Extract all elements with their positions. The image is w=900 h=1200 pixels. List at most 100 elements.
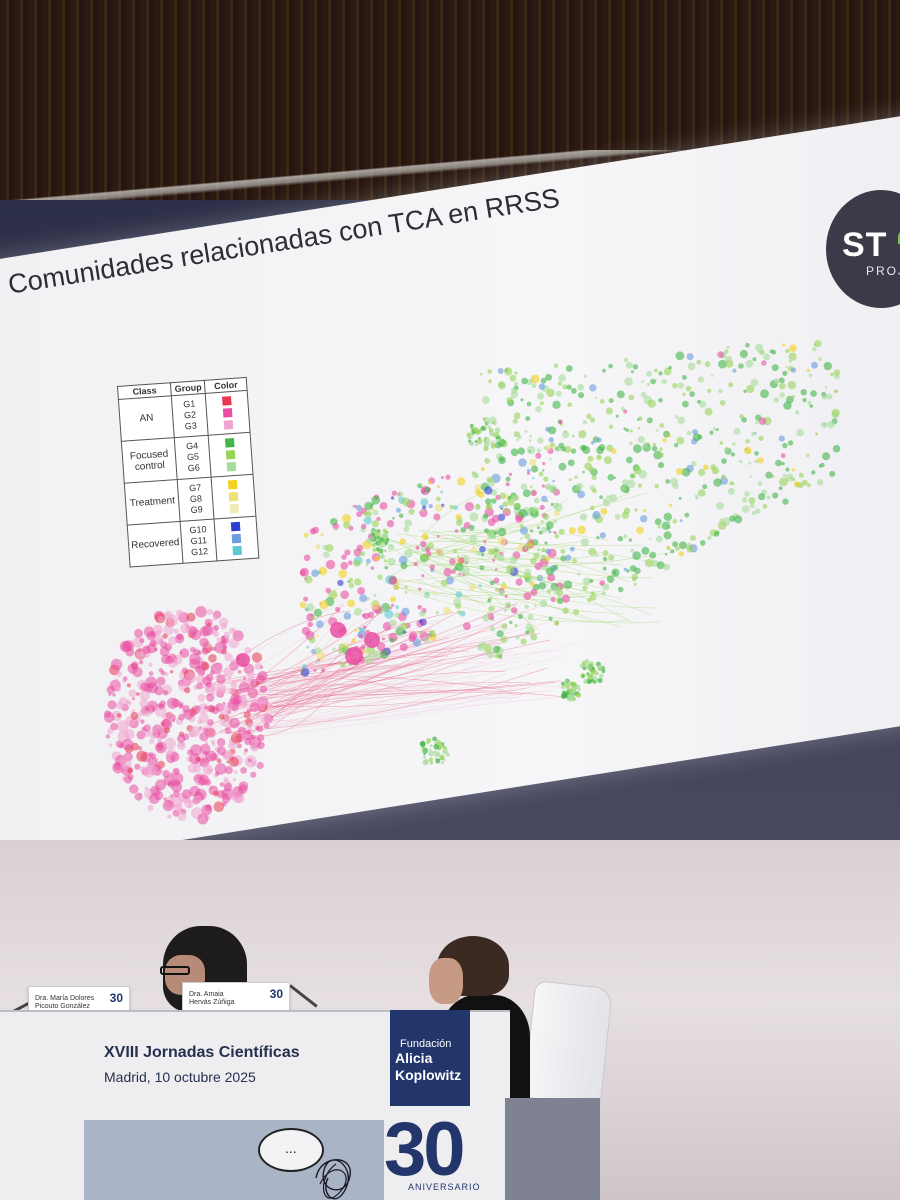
network-node [626,479,636,489]
network-node [530,506,538,514]
network-node [147,804,154,811]
network-node [158,640,163,645]
network-node [483,540,487,544]
network-node [159,646,170,657]
network-node [548,426,557,435]
network-node [486,476,493,483]
network-node [811,361,818,369]
network-node [348,577,354,583]
network-node [325,544,334,552]
network-node [698,468,706,476]
network-node [633,466,642,475]
network-node [789,344,797,353]
network-node [166,614,179,627]
network-node [751,510,757,516]
network-node [821,394,828,400]
network-node [758,493,766,501]
network-node [504,367,513,376]
network-node [598,444,606,451]
network-node [449,504,454,510]
network-node [160,670,166,676]
network-node [709,430,714,435]
network-node [592,488,597,494]
network-node [557,381,563,386]
network-node [586,597,592,603]
network-node [202,625,214,636]
network-node [553,531,557,534]
network-node [391,603,395,607]
network-node [483,446,489,452]
network-node [440,476,444,480]
network-edge [274,659,410,715]
network-node [224,727,232,735]
network-node [614,513,621,520]
network-node [552,479,555,483]
network-node [107,727,114,735]
network-node [205,750,217,762]
network-node [197,813,209,825]
network-node [237,670,242,674]
legend-color-swatch [225,449,236,460]
network-node [606,575,615,583]
network-node [562,607,569,614]
network-node [751,432,756,437]
network-node [516,573,519,576]
network-node [672,541,679,548]
network-node [371,601,380,611]
network-node [357,587,365,595]
network-node [376,642,386,651]
network-node [823,422,827,427]
network-node [754,459,759,464]
network-node [163,797,168,801]
network-node [765,471,773,479]
network-node [202,727,209,733]
network-node [236,743,242,749]
network-node [655,535,663,543]
network-node [520,483,528,491]
network-node [504,594,508,598]
network-node [686,430,692,436]
network-node [809,404,814,408]
network-node [182,705,190,713]
network-node [810,390,817,397]
network-node [200,743,211,754]
network-node [155,741,167,754]
network-node [563,580,573,589]
network-node [257,741,265,750]
network-node [523,592,532,600]
network-node [549,457,552,461]
network-node [218,713,225,720]
network-node [376,516,381,522]
network-node [388,619,397,627]
network-node [788,352,797,361]
network-node [365,563,369,566]
network-node [719,441,724,445]
network-node [239,681,250,693]
network-node [541,520,544,523]
network-node [440,761,445,765]
network-node [387,543,395,551]
network-node [719,400,726,406]
network-node [538,471,544,477]
network-node [665,479,670,484]
network-node [741,497,748,503]
network-node [157,615,164,622]
network-node [552,586,561,594]
network-edge [249,695,523,739]
network-node [772,492,779,499]
legend-group: G9 [190,504,204,516]
network-edge [216,623,403,724]
network-node [529,485,533,489]
network-node [433,744,439,750]
network-node [168,636,178,645]
network-node [364,501,373,511]
network-node [723,349,729,354]
brand-anniversary: ANIVERSARIO [408,1182,481,1192]
network-node [211,646,217,652]
network-node [637,435,645,444]
network-node [138,648,142,653]
legend-color-swatch [228,479,238,490]
network-node [389,637,395,643]
network-edge [234,679,571,732]
network-node [505,482,510,487]
